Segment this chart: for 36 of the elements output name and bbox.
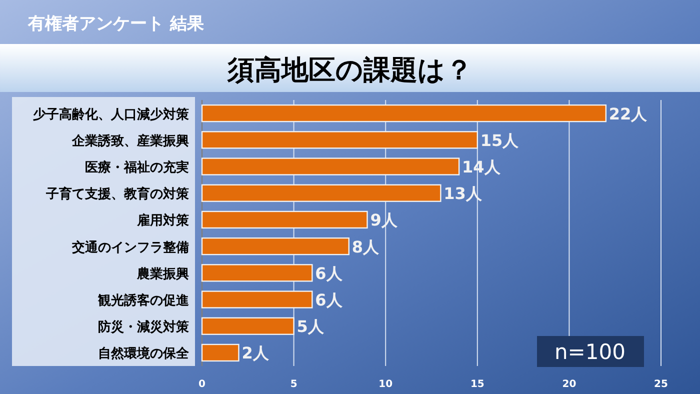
data-label: 6人 [315,290,344,310]
y-tick-label: 防災・減災対策 [98,319,190,336]
y-tick-label: 交通のインフラ整備 [71,239,189,256]
x-tick-label: 25 [654,379,668,390]
annotation: n=100 [554,340,626,364]
y-tick-label: 少子高齢化、人口減少対策 [32,106,190,122]
data-label: 5人 [296,317,325,336]
bar [201,237,350,256]
bar [201,104,607,122]
data-label: 15人 [480,130,520,150]
data-label: 2人 [242,344,270,363]
bar [201,131,478,149]
bar [201,158,460,176]
data-label: 8人 [352,237,380,256]
bar [201,184,442,202]
y-tick-label: 観光誘客の促進 [97,292,190,308]
bar [201,344,240,362]
bar [201,317,294,335]
bar [201,210,368,229]
bar [201,290,313,308]
data-label: 22人 [608,104,648,124]
y-tick-label: 農業振興 [136,266,189,282]
x-tick-label: 0 [198,379,206,390]
x-tick-label: 5 [290,379,298,390]
y-tick-label: 雇用対策 [136,212,190,229]
chart-subtitle: 須高地区の課題は？ [226,55,472,86]
x-tick-label: 15 [470,379,484,390]
y-tick-label: 企業誘致、産業振興 [71,132,189,149]
x-tick-label: 20 [562,379,576,390]
bar [201,264,313,282]
data-label: 6人 [315,264,344,283]
y-tick-label: 子育て支援、教育の対策 [45,186,190,202]
chart-title: 有権者アンケート 結果 [27,14,205,34]
y-tick-label: 自然環境の保全 [98,346,190,362]
x-tick-label: 10 [378,379,393,390]
y-tick-label: 医療・福祉の充実 [85,160,189,176]
